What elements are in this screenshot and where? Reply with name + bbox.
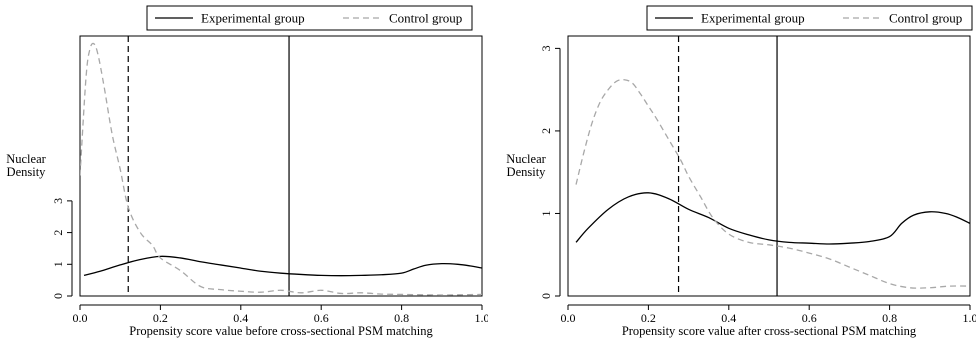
y-tick-label: 0 — [51, 293, 65, 299]
x-tick-label: 0.8 — [394, 311, 409, 325]
x-axis-label: Propensity score value before cross-sect… — [129, 324, 433, 338]
plot-frame — [567, 35, 971, 297]
x-tick-label: 1.0 — [475, 311, 489, 325]
y-axis-label: Density — [7, 165, 47, 179]
legend-label-control: Control group — [889, 11, 962, 26]
x-tick-label: 0.8 — [882, 311, 897, 325]
x-tick-label: 0.6 — [314, 311, 329, 325]
right-chart-panel: 0.0 0.2 0.4 0.6 0.8 1.0 0 1 2 3 Propensity score v… — [488, 0, 976, 343]
y-tick-label: 3 — [51, 198, 65, 204]
control-group-line — [575, 79, 970, 289]
x-tick-label: 0.2 — [641, 311, 656, 325]
x-tick-label: 0.4 — [233, 311, 248, 325]
y-tick-label: 0 — [539, 293, 553, 299]
y-tick-label: 2 — [539, 128, 553, 134]
x-tick-label: 0.0 — [73, 311, 88, 325]
legend-box — [146, 5, 473, 31]
x-tick-label: 1.0 — [963, 311, 976, 325]
left-density-chart: 0.0 0.2 0.4 0.6 0.8 1.0 0 1 2 3 Propensity score v… — [6, 5, 489, 338]
x-tick-label: 0.0 — [561, 311, 576, 325]
x-axis-label: Propensity score value after cross-secti… — [622, 324, 917, 338]
experimental-group-line — [575, 192, 970, 245]
right-density-chart: 0.0 0.2 0.4 0.6 0.8 1.0 0 1 2 3 Propensity score v… — [506, 5, 976, 338]
x-tick-label: 0.4 — [721, 311, 736, 325]
y-tick-label: 2 — [51, 230, 65, 236]
y-tick-label: 1 — [51, 261, 65, 267]
y-axis-label: Density — [507, 165, 547, 179]
control-group-line — [80, 42, 482, 296]
plot-frame — [79, 35, 483, 297]
legend-box — [646, 5, 973, 31]
legend-label-experimental: Experimental group — [201, 11, 305, 26]
y-tick-label: 1 — [539, 210, 553, 216]
y-axis-label: Nuclear — [6, 152, 46, 166]
y-axis-label: Nuclear — [506, 152, 546, 166]
left-chart-panel: 0.0 0.2 0.4 0.6 0.8 1.0 0 1 2 3 Propensity score v… — [6, 5, 489, 338]
experimental-group-line — [83, 255, 482, 277]
x-tick-label: 0.2 — [153, 311, 168, 325]
legend-label-control: Control group — [389, 11, 462, 26]
x-tick-label: 0.6 — [802, 311, 817, 325]
y-tick-label: 3 — [539, 45, 553, 51]
legend-label-experimental: Experimental group — [701, 11, 805, 26]
